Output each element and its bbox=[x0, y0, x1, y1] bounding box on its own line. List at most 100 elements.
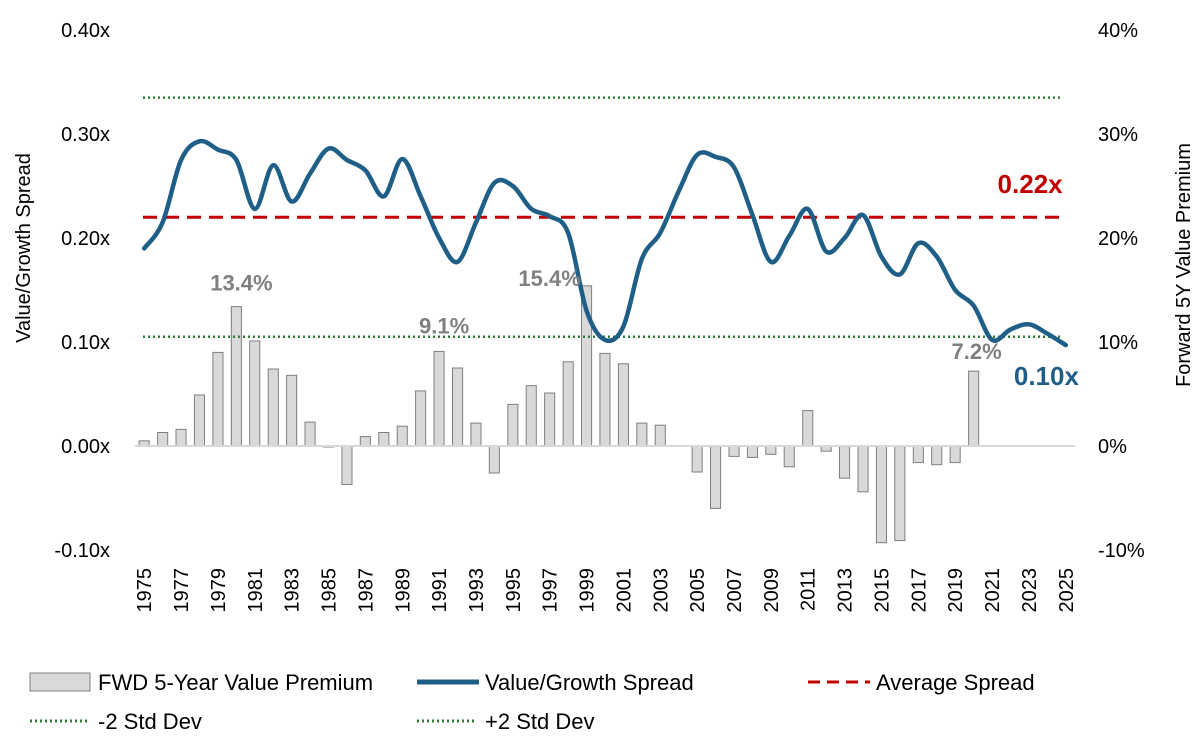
premium-bar-1977 bbox=[175, 428, 187, 447]
premium-bar-2010 bbox=[783, 445, 795, 468]
legend-swatch-bar bbox=[29, 672, 91, 692]
premium-bar-1976 bbox=[157, 432, 169, 447]
spread-line bbox=[141, 138, 1069, 348]
legend-item-4: +2 Std Dev bbox=[417, 709, 594, 734]
premium-bar-2001 bbox=[617, 363, 630, 447]
annotation-91: 9.1% bbox=[419, 313, 469, 338]
premium-bar-1978 bbox=[193, 394, 205, 447]
right-tick-label: 30% bbox=[1098, 124, 1138, 146]
premium-bar-1998 bbox=[562, 361, 574, 447]
x-tick-label: 1983 bbox=[282, 568, 304, 613]
premium-bar-2011 bbox=[802, 410, 814, 447]
premium-bar-1997 bbox=[544, 392, 556, 447]
x-tick-label: 1987 bbox=[355, 568, 377, 613]
premium-bar-2017 bbox=[912, 445, 924, 464]
x-tick-label: 2009 bbox=[761, 568, 783, 613]
x-tick-label: 1985 bbox=[319, 568, 341, 613]
right-tick-label: 20% bbox=[1098, 228, 1138, 250]
right-tick-label: 40% bbox=[1098, 20, 1138, 42]
legend-label: Value/Growth Spread bbox=[485, 670, 694, 695]
premium-bar-2018 bbox=[931, 445, 943, 466]
left-axis: -0.10x 0.00x 0.10x 0.20x 0.30x 0.40x bbox=[54, 20, 110, 562]
x-tick-label: 2019 bbox=[945, 568, 967, 613]
premium-bar-1982 bbox=[267, 368, 279, 447]
right-tick-label: 0% bbox=[1098, 436, 1127, 458]
premium-bar-2007 bbox=[728, 445, 740, 457]
x-tick-label: 1991 bbox=[429, 568, 451, 613]
x-tick-label: 2021 bbox=[982, 568, 1004, 613]
premium-bar-1987 bbox=[359, 436, 371, 447]
premium-bar-1984 bbox=[304, 421, 316, 447]
x-axis: 1975 1977 1979 1981 1983 1985 1987 1989 1991 1993… bbox=[134, 568, 1078, 613]
premium-bar-1979 bbox=[212, 351, 224, 447]
premium-bar-2020 bbox=[968, 370, 980, 447]
premium-bar-1995 bbox=[507, 403, 519, 447]
legend-item-2: Average Spread bbox=[808, 670, 1035, 695]
premium-bar-1989 bbox=[396, 425, 408, 447]
legend-item-1: Value/Growth Spread bbox=[417, 670, 694, 695]
premium-bar-1993 bbox=[470, 422, 482, 447]
x-tick-label: 1995 bbox=[503, 568, 525, 613]
premium-bar-1991 bbox=[433, 350, 445, 447]
premium-bar-1990 bbox=[415, 390, 427, 447]
x-tick-label: 1975 bbox=[134, 568, 156, 613]
right-tick-label: 10% bbox=[1098, 332, 1138, 354]
premium-bar-1980 bbox=[230, 306, 242, 447]
premium-bar-2008 bbox=[746, 445, 759, 458]
annotation-154: 15.4% bbox=[518, 266, 580, 291]
x-tick-label: 2005 bbox=[687, 568, 709, 613]
left-tick-label: -0.10x bbox=[54, 540, 110, 562]
annotation-010x: 0.10x bbox=[1014, 361, 1080, 391]
left-tick-label: 0.30x bbox=[61, 124, 110, 146]
x-tick-label: 1989 bbox=[392, 568, 414, 613]
left-tick-label: 0.40x bbox=[61, 20, 110, 42]
annotation-022x: 0.22x bbox=[998, 169, 1064, 199]
premium-bar-1996 bbox=[525, 385, 537, 447]
x-tick-label: 2025 bbox=[1056, 568, 1078, 613]
legend: FWD 5-Year Value Premium Value/Growth Spr… bbox=[29, 670, 1035, 734]
x-tick-label: 1979 bbox=[208, 568, 230, 613]
annotation-72: 7.2% bbox=[952, 339, 1002, 364]
plot-area: 13.4% 9.1% 15.4% 7.2% 0.22x 0.10x bbox=[135, 96, 1080, 544]
x-tick-label: 2013 bbox=[835, 568, 857, 613]
x-tick-label: 2017 bbox=[908, 568, 930, 613]
right-axis: -10% 0% 10% 20% 30% 40% bbox=[1098, 20, 1145, 562]
premium-bar-2014 bbox=[857, 445, 869, 493]
right-tick-label: -10% bbox=[1098, 540, 1145, 562]
x-tick-label: 1997 bbox=[540, 568, 562, 613]
legend-label: FWD 5-Year Value Premium bbox=[98, 670, 373, 695]
premium-bar-2019 bbox=[949, 445, 961, 464]
premium-bar-2006 bbox=[710, 445, 722, 509]
x-tick-label: 1981 bbox=[245, 568, 267, 613]
premium-bar-1983 bbox=[286, 374, 298, 447]
legend-label: Average Spread bbox=[876, 670, 1035, 695]
premium-bar-2009 bbox=[765, 445, 777, 455]
legend-item-0: FWD 5-Year Value Premium bbox=[29, 670, 373, 695]
x-tick-label: 2011 bbox=[798, 568, 820, 611]
x-tick-label: 2001 bbox=[613, 568, 635, 613]
x-tick-label: 1999 bbox=[577, 568, 599, 613]
premium-bar-1988 bbox=[378, 432, 390, 447]
premium-bar-2016 bbox=[894, 445, 906, 542]
legend-label: +2 Std Dev bbox=[485, 709, 594, 734]
annotation-134: 13.4% bbox=[210, 271, 272, 296]
premium-bar-2005 bbox=[691, 445, 703, 473]
premium-bar-1986 bbox=[341, 445, 353, 485]
premium-bar-2003 bbox=[654, 424, 666, 447]
premium-bar-2002 bbox=[636, 422, 648, 447]
right-axis-title: Forward 5Y Value Premium bbox=[1173, 143, 1195, 387]
premium-bar-2000 bbox=[599, 352, 611, 447]
premium-bar-1981 bbox=[249, 340, 261, 447]
premium-bar-1994 bbox=[488, 445, 500, 474]
x-tick-label: 1993 bbox=[466, 568, 488, 613]
legend-item-3: -2 Std Dev bbox=[30, 709, 202, 734]
x-tick-label: 2003 bbox=[650, 568, 672, 613]
x-tick-label: 2015 bbox=[872, 568, 894, 613]
x-tick-label: 2007 bbox=[724, 568, 746, 613]
premium-bar-1992 bbox=[452, 367, 464, 447]
left-tick-label: 0.20x bbox=[61, 228, 110, 250]
premium-bar-2015 bbox=[875, 445, 888, 544]
left-tick-label: 0.10x bbox=[61, 332, 110, 354]
left-tick-label: 0.00x bbox=[61, 436, 110, 458]
